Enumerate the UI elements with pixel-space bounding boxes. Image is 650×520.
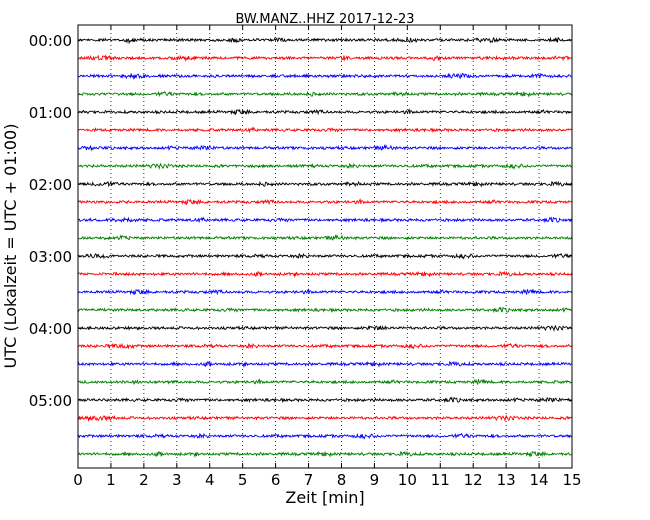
- x-tick-label: 5: [238, 471, 248, 489]
- trace-row: [77, 108, 572, 116]
- x-tick-label: 6: [271, 471, 281, 489]
- x-tick-label: 12: [464, 471, 483, 489]
- trace-row: [77, 342, 572, 350]
- y-tick-label: 03:00: [29, 248, 72, 266]
- trace-row: [77, 306, 572, 314]
- y-tick-label: 00:00: [29, 32, 72, 50]
- trace-row: [77, 90, 572, 98]
- x-tick-label: 1: [106, 471, 116, 489]
- trace-row: [77, 36, 572, 45]
- trace-row: [77, 162, 572, 170]
- x-tick-label: 13: [497, 471, 516, 489]
- trace-row: [77, 144, 572, 152]
- x-tick-label: 4: [205, 471, 215, 489]
- x-tick-label: 14: [530, 471, 549, 489]
- x-tick-label: 2: [139, 471, 149, 489]
- x-tick-label: 3: [172, 471, 182, 489]
- trace-row: [77, 288, 572, 296]
- x-tick-label: 8: [337, 471, 347, 489]
- trace-row: [77, 324, 572, 332]
- trace-row: [77, 252, 572, 260]
- trace-row: [77, 180, 572, 188]
- trace-row: [77, 432, 572, 440]
- trace-row: [77, 450, 572, 458]
- trace-row: [77, 360, 572, 368]
- trace-row: [77, 216, 572, 224]
- y-tick-label: 04:00: [29, 320, 72, 338]
- x-tick-label: 0: [73, 471, 83, 489]
- trace-row: [77, 270, 572, 278]
- trace-row: [77, 198, 572, 206]
- x-tick-label: 7: [304, 471, 314, 489]
- trace-row: [77, 414, 572, 422]
- plot-frame: [77, 24, 573, 469]
- trace-row: [77, 126, 572, 134]
- y-tick-label: 05:00: [29, 392, 72, 410]
- x-tick-label: 10: [398, 471, 417, 489]
- trace-row: [77, 396, 572, 404]
- trace-row: [77, 378, 572, 386]
- chart-title: BW.MANZ..HHZ 2017-12-23: [235, 12, 414, 27]
- x-tick-label: 9: [370, 471, 380, 489]
- x-axis-label: Zeit [min]: [285, 488, 364, 507]
- x-tick-label: 15: [562, 471, 581, 489]
- ticks: 0 1 2 3 4 5 6 7 8 9 10 11 12 13 14 1500:0001:0002:0003:…: [29, 25, 582, 489]
- y-tick-label: 01:00: [29, 104, 72, 122]
- y-axis-label: UTC (Lokalzeit = UTC + 01:00): [1, 124, 20, 369]
- plot-background: [78, 25, 572, 468]
- trace-row: [77, 234, 572, 241]
- trace-row: [77, 72, 572, 80]
- x-tick-label: 11: [431, 471, 450, 489]
- traces: [77, 36, 572, 458]
- y-tick-label: 02:00: [29, 176, 72, 194]
- trace-row: [77, 54, 572, 62]
